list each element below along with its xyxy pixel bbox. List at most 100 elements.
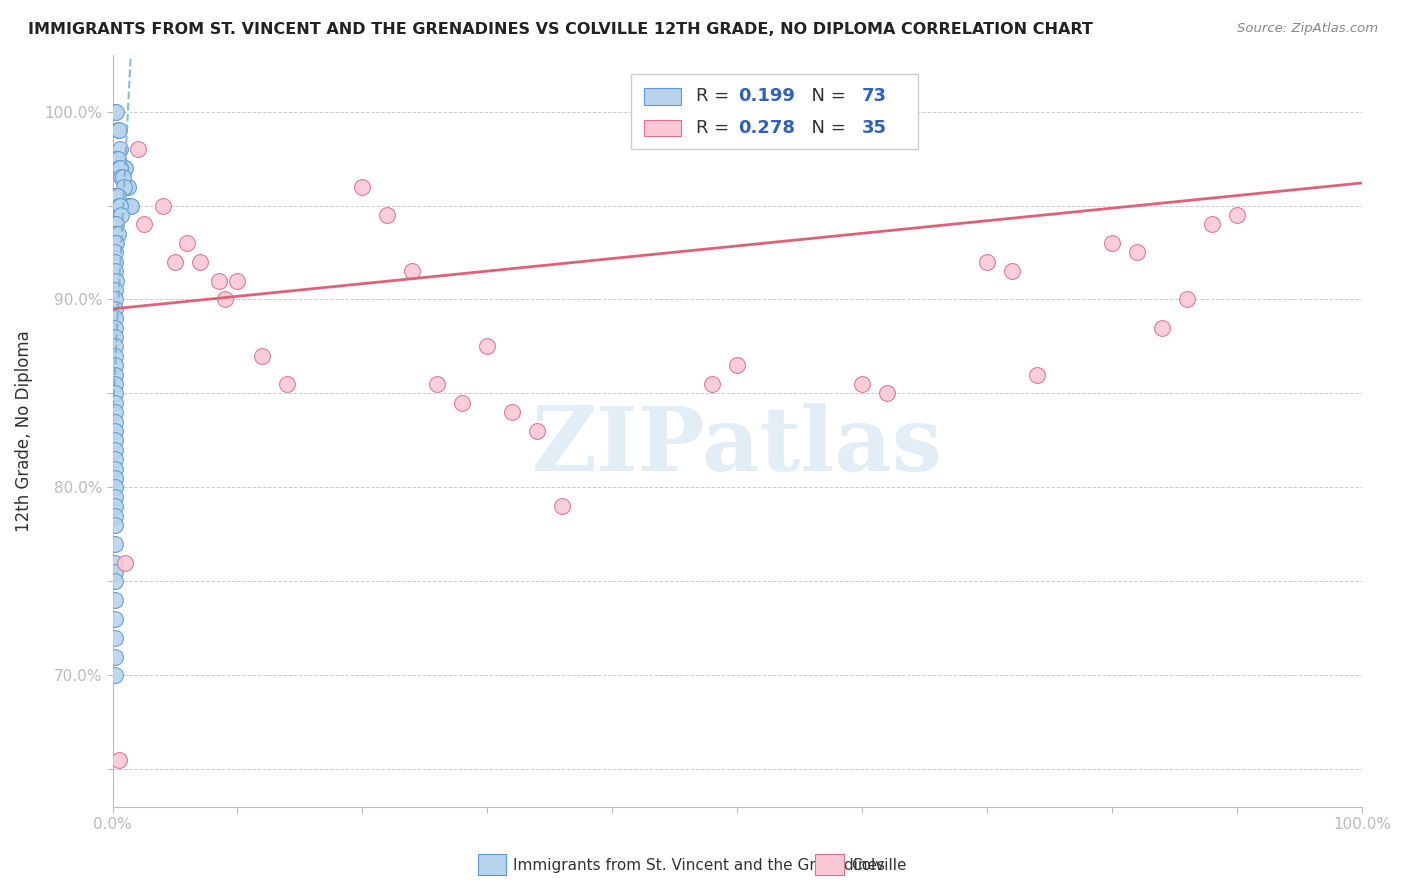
Point	[105, 152, 128, 166]
Point	[114, 556, 136, 570]
Point	[104, 518, 127, 533]
Point	[107, 123, 129, 137]
Point	[526, 424, 548, 438]
Bar	[644, 120, 681, 136]
Text: Source: ZipAtlas.com: Source: ZipAtlas.com	[1237, 22, 1378, 36]
Text: N =: N =	[800, 87, 851, 105]
Point	[1026, 368, 1049, 382]
Point	[208, 274, 231, 288]
Point	[104, 480, 127, 494]
Point	[111, 170, 134, 185]
Point	[105, 189, 128, 203]
Point	[104, 442, 127, 457]
Point	[352, 179, 374, 194]
Point	[104, 245, 127, 260]
Point	[114, 161, 136, 175]
Point	[104, 424, 127, 438]
Point	[501, 405, 523, 419]
Point	[104, 283, 127, 297]
Point	[107, 198, 129, 212]
Point	[127, 142, 149, 156]
Polygon shape	[631, 74, 918, 149]
Point	[105, 236, 128, 251]
Point	[1101, 236, 1123, 251]
Text: ZIPatlas: ZIPatlas	[531, 402, 942, 490]
Text: 0.199: 0.199	[738, 87, 796, 105]
Point	[104, 593, 127, 607]
Point	[1001, 264, 1024, 278]
Point	[104, 415, 127, 429]
Point	[104, 293, 127, 307]
Text: 35: 35	[862, 119, 887, 137]
Point	[551, 500, 574, 514]
Point	[276, 377, 298, 392]
Point	[1175, 293, 1198, 307]
Point	[107, 189, 129, 203]
Point	[976, 255, 998, 269]
Point	[477, 339, 499, 353]
Point	[104, 377, 127, 392]
Point	[104, 668, 127, 682]
Point	[104, 311, 127, 326]
Point	[105, 227, 128, 241]
Point	[104, 227, 127, 241]
Point	[104, 490, 127, 504]
Point	[104, 236, 127, 251]
Point	[104, 359, 127, 373]
Point	[104, 217, 127, 231]
Point	[104, 320, 127, 334]
Point	[104, 471, 127, 485]
Point	[104, 612, 127, 626]
Y-axis label: 12th Grade, No Diploma: 12th Grade, No Diploma	[15, 330, 32, 532]
Text: 73: 73	[862, 87, 887, 105]
Text: N =: N =	[800, 119, 851, 137]
Point	[104, 452, 127, 467]
Point	[163, 255, 186, 269]
Point	[1226, 208, 1249, 222]
Point	[876, 386, 898, 401]
Point	[110, 170, 132, 185]
Point	[1126, 245, 1149, 260]
Bar	[644, 88, 681, 104]
Point	[104, 500, 127, 514]
Point	[105, 104, 128, 119]
Point	[104, 368, 127, 382]
Point	[252, 349, 274, 363]
Text: 0.278: 0.278	[738, 119, 796, 137]
Point	[104, 631, 127, 645]
Text: Immigrants from St. Vincent and the Grenadines: Immigrants from St. Vincent and the Gren…	[513, 858, 886, 872]
Point	[702, 377, 724, 392]
Point	[107, 152, 129, 166]
Point	[117, 179, 139, 194]
Text: Colville: Colville	[851, 858, 905, 872]
Point	[108, 161, 131, 175]
Point	[120, 198, 142, 212]
Point	[118, 198, 141, 212]
Point	[104, 330, 127, 344]
Point	[851, 377, 873, 392]
Point	[105, 217, 128, 231]
Point	[401, 264, 423, 278]
Point	[107, 227, 129, 241]
Point	[107, 123, 129, 137]
Point	[104, 461, 127, 475]
Point	[104, 104, 127, 119]
Point	[104, 649, 127, 664]
Point	[725, 359, 748, 373]
Point	[107, 161, 129, 175]
Point	[188, 255, 211, 269]
Point	[176, 236, 198, 251]
Point	[1152, 320, 1174, 334]
Point	[110, 161, 132, 175]
Point	[110, 208, 132, 222]
Point	[451, 396, 474, 410]
Point	[132, 217, 155, 231]
Point	[104, 339, 127, 353]
Point	[377, 208, 399, 222]
Point	[108, 142, 131, 156]
Point	[104, 434, 127, 448]
Point	[104, 264, 127, 278]
Text: R =: R =	[696, 87, 735, 105]
Point	[105, 274, 128, 288]
Point	[107, 753, 129, 767]
